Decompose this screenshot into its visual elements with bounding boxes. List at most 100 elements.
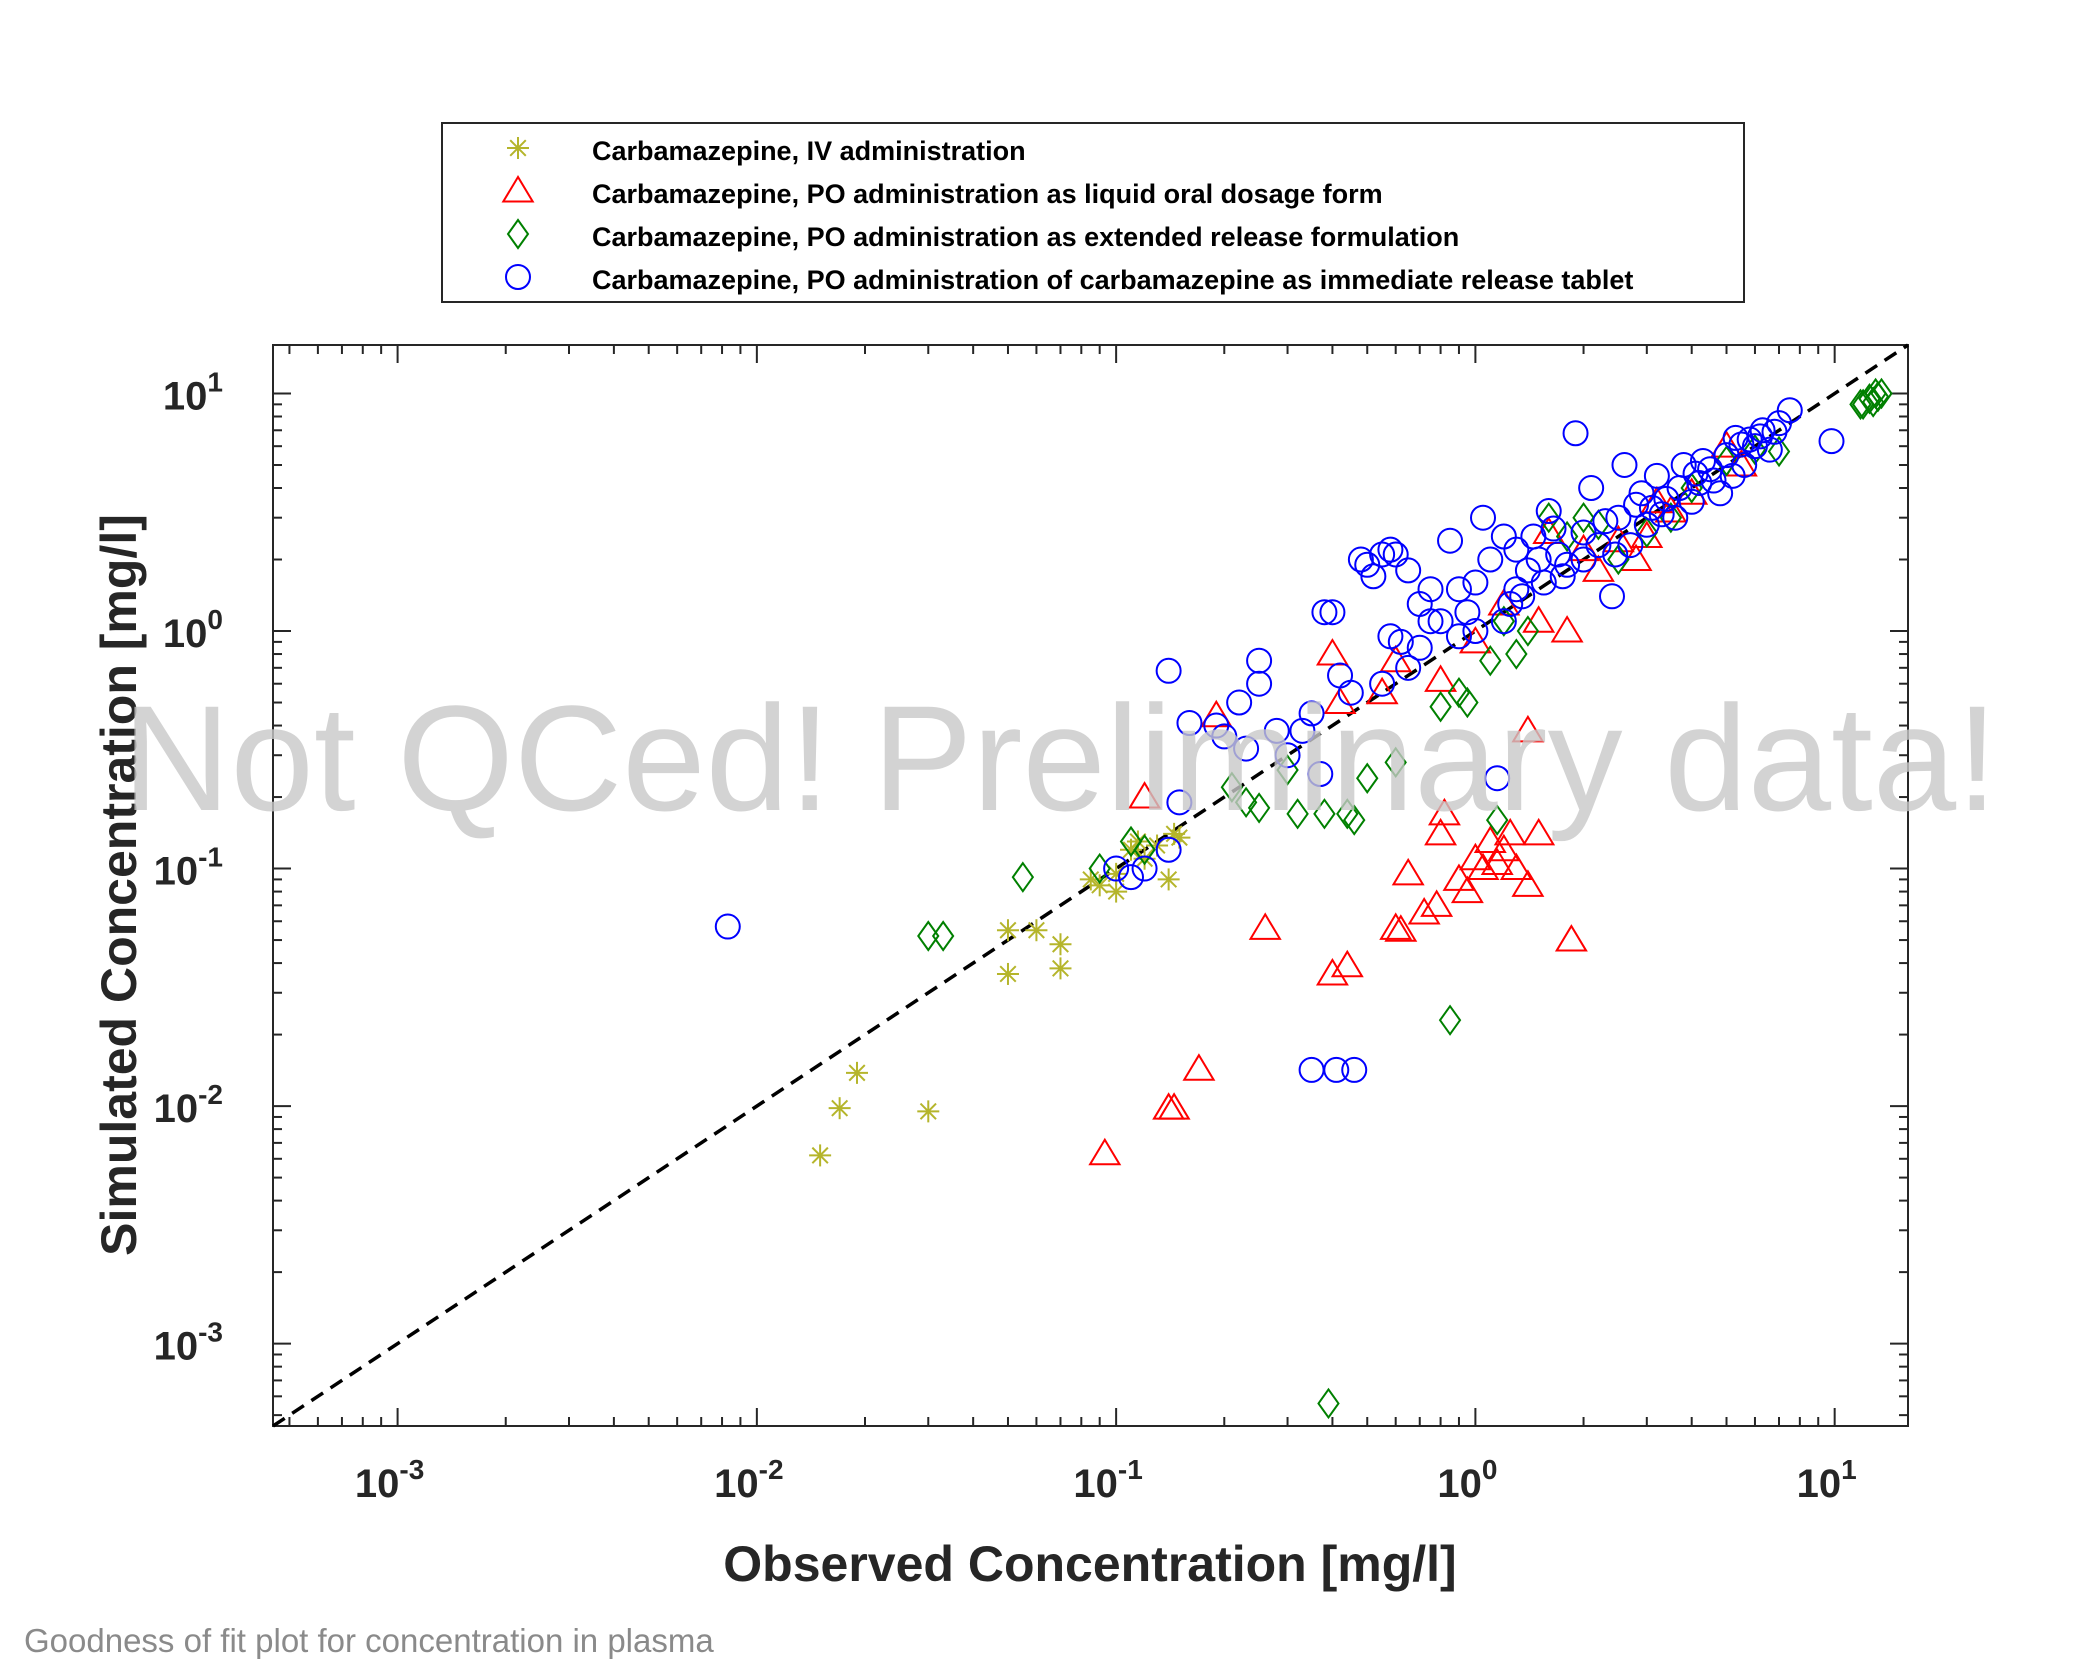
legend-marker-asterisk: [507, 137, 529, 159]
data-point-asterisk: [846, 1061, 869, 1084]
data-point-circle: [714, 913, 741, 940]
legend-marker-diamond: [506, 218, 530, 250]
data-point-circle: [1462, 569, 1489, 596]
legend-box: [441, 122, 1745, 303]
data-point-diamond: [1485, 804, 1509, 836]
data-point-diamond: [1680, 472, 1703, 504]
x-axis-title: Observed Concentration [mg/l]: [723, 1536, 1456, 1592]
data-point-circle: [1761, 418, 1788, 445]
data-point-circle: [1662, 504, 1689, 531]
data-point-triangle: [1157, 1092, 1191, 1120]
data-point-circle: [1602, 541, 1629, 568]
data-point-circle: [1776, 397, 1803, 424]
data-point-circle: [1369, 541, 1396, 568]
data-point-circle: [1226, 689, 1253, 716]
data-point-circle: [1549, 563, 1576, 590]
data-point-circle: [1360, 563, 1387, 590]
data-point-asterisk: [917, 1100, 940, 1123]
data-point-circle: [1445, 576, 1472, 603]
legend-marker-circle: [505, 264, 531, 290]
data-point-circle: [1470, 504, 1497, 531]
data-point-diamond: [1429, 691, 1452, 723]
data-point-diamond: [1587, 509, 1610, 541]
data-point-triangle: [1391, 857, 1425, 886]
data-point-circle: [1377, 623, 1404, 650]
data-point-triangle: [1315, 958, 1349, 986]
data-point-diamond: [1555, 520, 1579, 553]
data-point-circle: [1562, 420, 1589, 447]
data-point-triangle: [1424, 664, 1458, 692]
data-point-circle: [1598, 583, 1625, 610]
data-point-triangle: [1365, 676, 1399, 705]
data-point-diamond: [1438, 1004, 1462, 1036]
x-tick-label: 100: [1437, 1454, 1497, 1506]
data-point-circle: [1605, 504, 1632, 531]
data-point-diamond: [1247, 792, 1271, 824]
data-point-triangle: [1522, 605, 1556, 633]
data-point-circle: [1666, 475, 1693, 502]
data-point-asterisk: [809, 1144, 832, 1167]
data-point-diamond: [1313, 798, 1336, 830]
data-point-triangle: [1480, 847, 1514, 876]
data-point-triangle: [1315, 638, 1349, 666]
data-point-triangle: [1493, 817, 1527, 846]
data-point-circle: [1437, 527, 1464, 554]
data-point-triangle: [1511, 714, 1545, 743]
data-point-triangle: [1550, 615, 1584, 643]
data-point-diamond: [1088, 852, 1111, 885]
x-tick-label: 101: [1797, 1454, 1857, 1506]
data-point-circle: [1377, 536, 1404, 563]
data-point-triangle: [1511, 869, 1545, 897]
data-point-asterisk: [996, 919, 1019, 942]
data-point-circle: [1395, 654, 1422, 681]
data-point-circle: [1337, 679, 1364, 706]
data-point-asterisk: [996, 962, 1019, 985]
data-point-circle: [1707, 480, 1734, 507]
axis-ticks: [273, 345, 1908, 1426]
data-point-circle: [1611, 451, 1638, 478]
data-point-diamond: [1767, 435, 1791, 468]
y-tick-label: 101: [163, 366, 223, 418]
data-point-triangle: [1450, 875, 1484, 904]
data-point-asterisk: [828, 1097, 851, 1120]
data-point-diamond: [1336, 798, 1359, 830]
data-point-circle: [1454, 599, 1481, 626]
data-point-circle: [1638, 494, 1665, 521]
data-point-circle: [1155, 657, 1182, 684]
data-point-circle: [1728, 431, 1755, 458]
data-point-diamond: [1456, 686, 1479, 719]
data-point-diamond: [1286, 798, 1309, 830]
data-point-diamond: [1011, 861, 1035, 893]
data-point-circle: [1700, 467, 1727, 494]
data-point-triangle: [1248, 912, 1282, 940]
data-point-circle: [1503, 576, 1530, 603]
data-point-circle: [1818, 428, 1845, 455]
data-point-circle: [1233, 735, 1260, 762]
data-point-triangle: [1330, 949, 1364, 978]
data-point-circle: [1578, 475, 1605, 502]
data-point-diamond: [931, 920, 955, 952]
data-point-triangle: [1640, 485, 1674, 514]
data-point-asterisk: [1088, 874, 1111, 897]
data-point-circle: [1530, 569, 1557, 596]
legend-label: Carbamazepine, IV administration: [592, 136, 1026, 166]
data-point-diamond: [1119, 825, 1143, 858]
data-point-circle: [1736, 426, 1763, 453]
data-point-diamond: [1537, 501, 1560, 534]
data-point-diamond: [1317, 1387, 1340, 1420]
data-point-diamond: [1234, 786, 1258, 819]
data-point-circle: [1462, 618, 1489, 645]
legend-marker-triangle: [501, 175, 535, 203]
data-point-circle: [1570, 546, 1597, 573]
data-point-triangle: [1384, 914, 1418, 942]
data-point-triangle: [1128, 781, 1162, 809]
data-point-asterisk: [1049, 933, 1072, 956]
legend: Carbamazepine, IV administration Carbamaz…: [441, 122, 1745, 303]
data-point-circle: [1554, 551, 1581, 578]
data-point-circle: [1445, 623, 1472, 650]
data-point-circle: [1246, 647, 1273, 674]
data-point-circle: [1382, 541, 1409, 568]
watermark-text: Not QCed! Preliminary data!: [122, 674, 1998, 842]
data-point-circle: [1289, 717, 1316, 744]
